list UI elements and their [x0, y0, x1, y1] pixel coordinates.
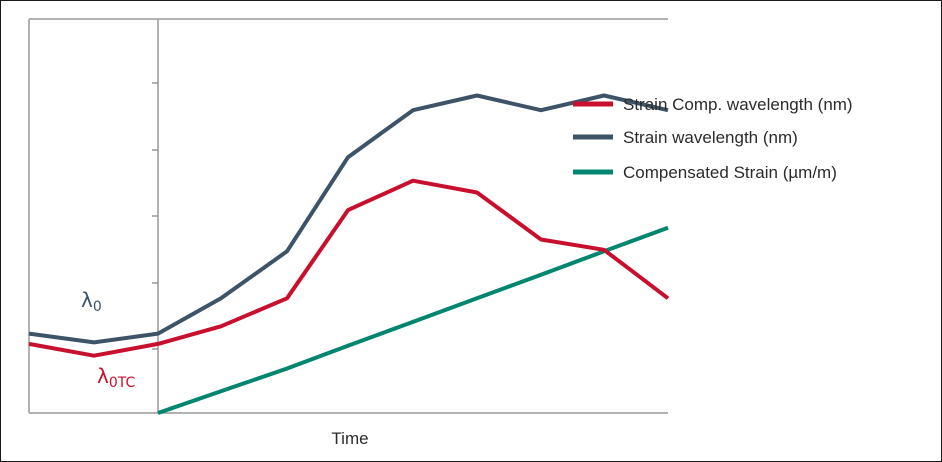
x-axis-label: Time [331, 429, 368, 448]
annotations: λ0 λ0TC [81, 288, 135, 391]
series-layer [28, 93, 670, 415]
legend-label-1: Strain wavelength (nm) [623, 128, 798, 147]
y-ticks [152, 82, 158, 350]
lambda-0-symbol: λ [81, 288, 93, 312]
lambda-0tc-symbol: λ [97, 364, 109, 388]
axes [28, 18, 668, 414]
legend-label-0: Strain Comp. wavelength (nm) [623, 95, 853, 114]
series-line-0 [28, 178, 670, 358]
lambda-0-label: λ0 [81, 288, 102, 315]
legend: Strain Comp. wavelength (nm) Strain wavel… [573, 95, 853, 182]
lambda-0tc-label: λ0TC [97, 364, 135, 391]
legend-label-2: Compensated Strain (µm/m) [623, 163, 837, 182]
series-line-1 [28, 93, 669, 345]
lambda-0tc-subscript: 0TC [109, 375, 136, 391]
lambda-0-subscript: 0 [93, 299, 102, 315]
series-line-2 [157, 225, 669, 415]
